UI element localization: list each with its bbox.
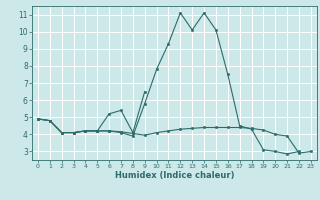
X-axis label: Humidex (Indice chaleur): Humidex (Indice chaleur): [115, 171, 234, 180]
